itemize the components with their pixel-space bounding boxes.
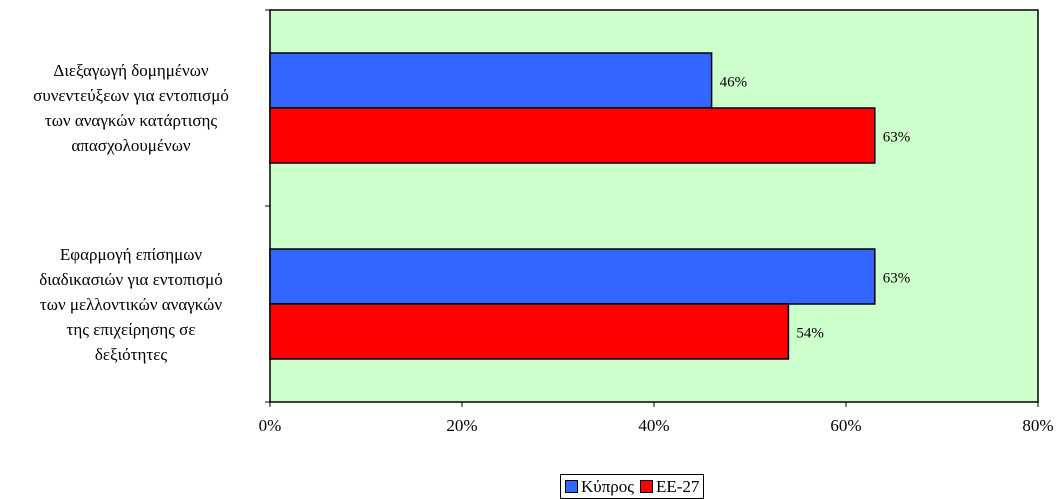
legend-label-eu27: ΕΕ-27 [656,476,700,496]
data-label: 63% [883,271,911,287]
bar [269,303,790,360]
legend-swatch-eu27 [640,480,653,493]
category-label-line: Διεξαγωγή δομημένων [53,61,209,80]
x-tick-label: 40% [638,416,669,435]
bar [269,248,876,305]
legend-label-cyprus: Κύπρος [581,476,634,496]
bar [269,107,876,164]
data-label: 63% [883,130,911,146]
category-label-line: Εφαρμογή επίσημων [59,244,203,264]
x-tick-label: 0% [259,416,282,435]
category-label-line: δεξιότητες [94,344,168,364]
legend-item-eu27: ΕΕ-27 [640,477,699,497]
legend-item-cyprus: Κύπρος [565,477,634,497]
category-label-line: των μελλοντικών αναγκών [39,294,223,314]
legend: Κύπρος ΕΕ-27 [560,474,705,499]
category-label-line: διαδικασιών για εντοπισμό [39,269,223,289]
x-tick-label: 80% [1022,416,1053,435]
category-label-line: της επιχείρησης σε [66,319,196,339]
data-label: 46% [720,75,748,91]
bar [269,52,713,109]
category-label-line: απασχολουμένων [71,136,191,155]
category-label-line: των αναγκών κατάρτισης [44,111,218,130]
legend-swatch-cyprus [565,480,578,493]
bar-chart: 0% 20% 40% 60% 80% 46% 63% 63% 54% [259,9,1054,435]
x-tick-label: 20% [446,416,477,435]
data-label: 54% [796,326,824,342]
x-tick-label: 60% [830,416,861,435]
category-label-line: συνεντεύξεων για εντοπισμό [33,86,229,105]
